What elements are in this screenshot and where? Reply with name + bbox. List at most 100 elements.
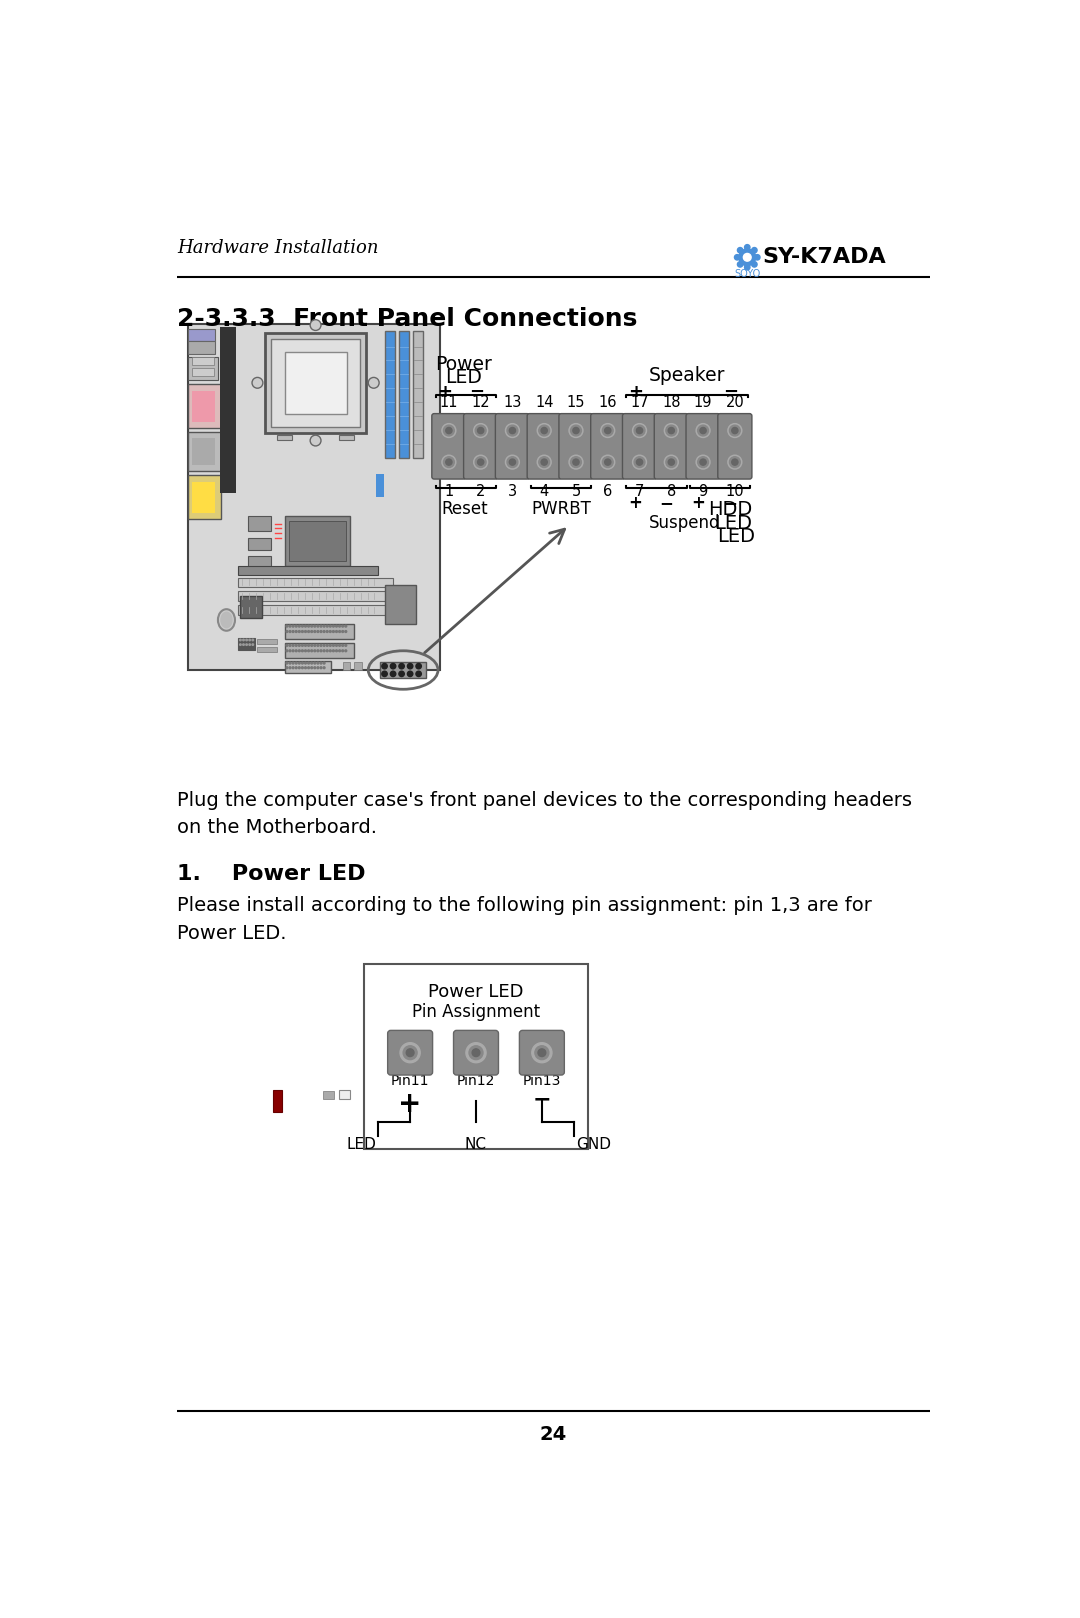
Circle shape [446,427,451,434]
Circle shape [311,667,312,668]
Circle shape [570,426,581,435]
Text: HDD: HDD [707,500,752,519]
Circle shape [329,644,332,646]
Circle shape [336,631,337,633]
Circle shape [477,427,484,434]
Circle shape [407,663,413,668]
Circle shape [298,631,300,633]
Circle shape [698,426,708,435]
Circle shape [333,625,335,628]
Circle shape [320,631,322,633]
Circle shape [505,455,519,469]
FancyBboxPatch shape [191,482,215,513]
Circle shape [507,456,517,468]
Circle shape [475,456,486,468]
Circle shape [289,650,291,652]
Circle shape [339,644,340,646]
Circle shape [634,426,645,435]
Circle shape [605,460,611,466]
Text: 17: 17 [631,395,649,409]
FancyBboxPatch shape [257,647,276,652]
Text: Speaker: Speaker [649,366,726,385]
Text: 10: 10 [726,484,744,500]
Text: +: + [399,1089,422,1118]
Text: Pin12: Pin12 [457,1074,496,1089]
Circle shape [664,455,678,469]
Circle shape [305,631,307,633]
Text: 2-3.3.3  Front Panel Connections: 2-3.3.3 Front Panel Connections [177,307,637,332]
FancyBboxPatch shape [380,662,427,678]
FancyBboxPatch shape [189,432,221,471]
FancyBboxPatch shape [654,414,688,479]
Text: Power LED.: Power LED. [177,924,286,943]
Text: Power: Power [435,354,491,374]
Circle shape [697,455,710,469]
Circle shape [298,644,300,646]
Circle shape [320,644,322,646]
FancyBboxPatch shape [189,328,215,341]
Circle shape [744,244,750,251]
Circle shape [603,426,613,435]
Circle shape [286,662,288,663]
FancyBboxPatch shape [354,662,362,670]
Circle shape [633,424,647,437]
Circle shape [323,644,325,646]
Text: LED: LED [717,527,755,545]
Circle shape [314,625,315,628]
Circle shape [666,426,677,435]
Circle shape [729,426,740,435]
Circle shape [286,650,288,652]
FancyBboxPatch shape [220,327,235,493]
Text: LED: LED [445,367,482,387]
Text: Pin Assignment: Pin Assignment [411,1003,540,1021]
Text: −: − [724,493,737,511]
Text: 18: 18 [662,395,680,409]
Circle shape [326,631,328,633]
Circle shape [341,644,343,646]
Circle shape [308,662,310,663]
Circle shape [541,460,548,466]
Circle shape [368,377,379,388]
FancyBboxPatch shape [454,1031,499,1074]
Circle shape [444,426,455,435]
Text: 19: 19 [693,395,713,409]
Circle shape [407,671,413,676]
Circle shape [308,650,310,652]
FancyBboxPatch shape [527,414,562,479]
Circle shape [729,456,740,468]
Text: GND: GND [576,1137,611,1152]
Text: −: − [724,382,739,401]
Text: 16: 16 [598,395,617,409]
Circle shape [732,427,738,434]
Circle shape [311,644,312,646]
FancyBboxPatch shape [414,332,422,458]
Circle shape [308,625,310,628]
Circle shape [305,644,307,646]
Circle shape [305,667,307,668]
Text: 14: 14 [535,395,553,409]
Circle shape [345,650,347,652]
Circle shape [336,650,337,652]
Circle shape [569,424,583,437]
Ellipse shape [218,610,235,631]
Text: 7: 7 [635,484,644,500]
Text: 15: 15 [567,395,585,409]
FancyBboxPatch shape [248,537,271,550]
Circle shape [600,455,615,469]
Circle shape [301,625,303,628]
Circle shape [301,667,303,668]
Circle shape [636,427,643,434]
Circle shape [333,650,335,652]
Circle shape [310,320,321,330]
Circle shape [416,671,421,676]
Circle shape [308,667,310,668]
Circle shape [406,1048,414,1057]
Circle shape [339,650,340,652]
Text: NC: NC [465,1137,487,1152]
Circle shape [336,644,337,646]
Text: 20: 20 [726,395,744,409]
Circle shape [390,671,395,676]
Circle shape [416,663,421,668]
Text: 8: 8 [666,484,676,500]
Text: Please install according to the following pin assignment: pin 1,3 are for: Please install according to the followin… [177,896,872,916]
